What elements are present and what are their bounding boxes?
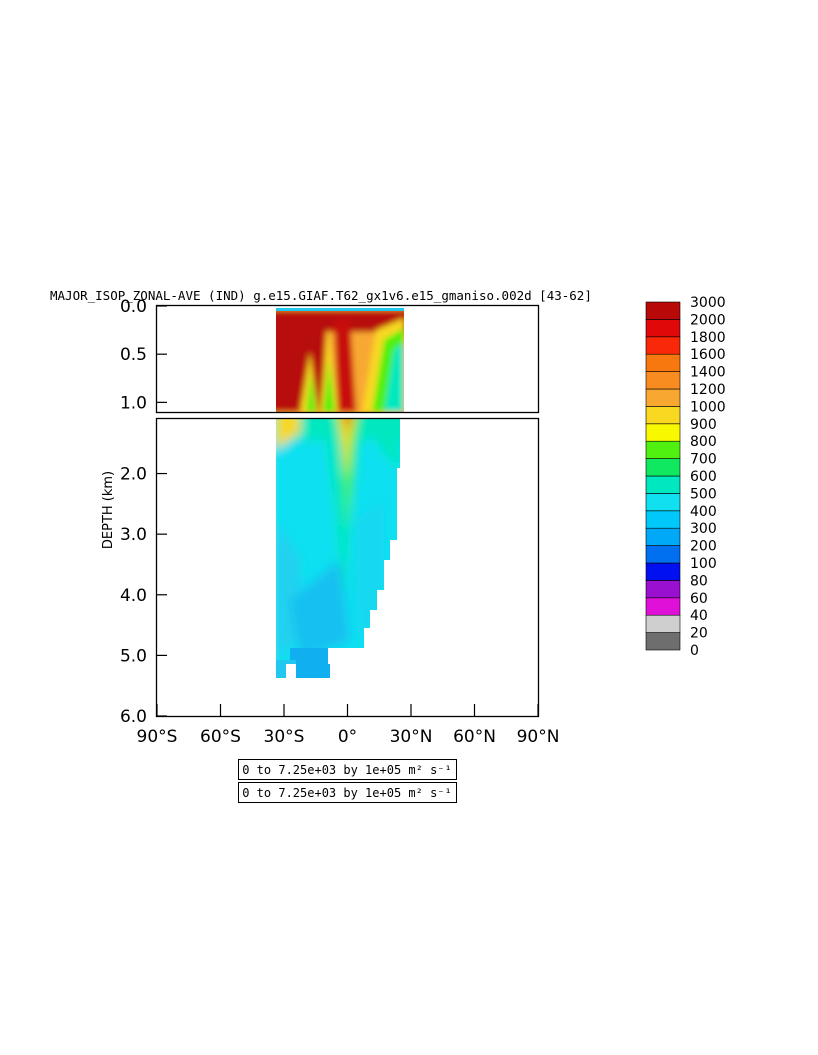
colorbar-label: 800: [690, 434, 717, 450]
colorbar-label: 700: [690, 452, 717, 468]
colorbar-label: 1800: [690, 330, 726, 346]
chart-title: MAJOR_ISOP_ZONAL-AVE (IND) g.e15.GIAF.T6…: [50, 288, 592, 303]
colorbar-label: 40: [690, 608, 708, 624]
colorbar-label: 60: [690, 591, 708, 607]
colorbar-swatch: [645, 458, 681, 477]
colorbar-label: 100: [690, 556, 717, 572]
upper-panel-frame: [155, 304, 540, 414]
colorbar-swatch: [645, 493, 681, 512]
lower-y-tick-label: 2.0: [120, 465, 147, 485]
lower-y-tick-label: 3.0: [120, 525, 147, 545]
colorbar-label: 80: [690, 573, 708, 589]
lower-panel-field: [276, 418, 400, 678]
colorbar-label: 400: [690, 504, 717, 520]
upper-y-ticks: 0.0 0.5 1.0: [120, 297, 167, 413]
x-tick-label: 30°N: [390, 727, 433, 747]
colorbar-swatch: [645, 632, 681, 651]
colorbar-swatch: [645, 475, 681, 494]
colorbar-label: 0: [690, 643, 699, 659]
contour-info-text-1: 0 to 7.25e+03 by 1e+05 m² s⁻¹: [242, 763, 452, 777]
upper-y-tick-label: 0.5: [120, 345, 147, 365]
colorbar-swatch: [645, 301, 681, 320]
upper-y-tick-label: 0.0: [120, 297, 147, 317]
x-tick-label: 60°S: [200, 727, 241, 747]
colorbar-swatch: [645, 545, 681, 564]
colorbar-swatch: [645, 319, 681, 338]
contour-info-box-1: 0 to 7.25e+03 by 1e+05 m² s⁻¹: [238, 759, 457, 780]
lower-y-tick-label: 6.0: [120, 707, 147, 727]
colorbar-swatch: [645, 527, 681, 546]
contour-info-text-2: 0 to 7.25e+03 by 1e+05 m² s⁻¹: [242, 786, 452, 800]
colorbar-label: 2000: [690, 312, 726, 328]
colorbar-label: 1400: [690, 365, 726, 381]
upper-panel-field: [276, 308, 404, 412]
lower-y-tick-label: 5.0: [120, 646, 147, 666]
colorbar-swatch: [645, 353, 681, 372]
colorbar-swatch: [645, 336, 681, 355]
lower-y-ticks: 2.0 3.0 4.0 5.0 6.0: [120, 465, 167, 727]
colorbar-label: 20: [690, 626, 708, 642]
upper-y-tick-label: 1.0: [120, 393, 147, 413]
lower-y-tick-label: 4.0: [120, 586, 147, 606]
colorbar-label: 3000: [690, 295, 726, 311]
lower-panel-frame: [155, 417, 540, 718]
x-ticks: 90°S 60°S 30°S 0° 30°N 60°N 90°N: [137, 704, 560, 747]
colorbar-swatch: [645, 580, 681, 599]
colorbar-label: 300: [690, 521, 717, 537]
colorbar-label: 600: [690, 469, 717, 485]
contour-info-box-2: 0 to 7.25e+03 by 1e+05 m² s⁻¹: [238, 782, 457, 803]
colorbar-swatch: [645, 510, 681, 529]
colorbar-swatch: [645, 423, 681, 442]
colorbar-swatch: [645, 371, 681, 390]
colorbar-swatch: [645, 406, 681, 425]
x-tick-label: 30°S: [264, 727, 305, 747]
colorbar-swatch: [645, 562, 681, 581]
colorbar-label: 1200: [690, 382, 726, 398]
x-tick-label: 60°N: [453, 727, 496, 747]
colorbar-swatch: [645, 388, 681, 407]
colorbar-label: 1000: [690, 399, 726, 415]
colorbar-label: 900: [690, 417, 717, 433]
colorbar-label: 1600: [690, 347, 726, 363]
colorbar-label: 500: [690, 486, 717, 502]
colorbar-swatch: [645, 614, 681, 633]
colorbar-label: 200: [690, 539, 717, 555]
y-axis-label: DEPTH (km): [101, 471, 116, 549]
x-tick-label: 90°N: [517, 727, 560, 747]
colorbar-swatch: [645, 440, 681, 459]
x-tick-label: 0°: [338, 727, 357, 747]
colorbar-swatch: [645, 597, 681, 616]
x-tick-label: 90°S: [137, 727, 178, 747]
